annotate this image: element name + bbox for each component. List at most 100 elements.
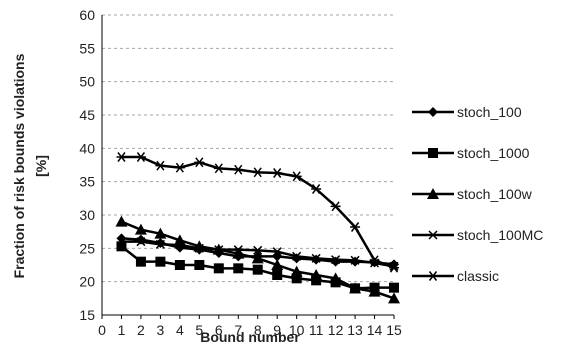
data-point-stoch-100mc-stroke [350,255,360,265]
data-point-classic [155,160,166,171]
y-tick-label: 15 [79,307,95,323]
gridlines [102,14,394,283]
data-point-stoch-100mc-stroke [136,237,146,247]
data-point-classic [369,255,380,266]
data-point-stoch-1000 [291,273,302,284]
data-point-classic-stroke [350,222,360,232]
x-tick-label: 0 [98,322,106,338]
data-point-classic-stroke [117,152,126,162]
legend-marker-stoch-1000 [428,148,438,158]
legend-item-stoch-100: stoch_100 [412,104,522,120]
x-tick-label: 13 [347,322,363,338]
data-point-stoch-1000 [135,256,146,267]
data-point-classic [252,167,263,178]
data-point-stoch-100mc [350,255,360,265]
data-point-stoch-100 [311,254,322,265]
data-point-stoch-100mc [155,239,165,249]
legend-marker-stoch-100w [427,188,439,199]
data-point-stoch-100w [290,265,303,277]
data-point-classic-stroke [331,201,340,212]
data-point-stoch-100 [330,256,341,267]
y-tick-label: 35 [79,174,95,190]
data-point-stoch-100 [272,251,283,262]
x-tick-label: 9 [273,322,281,338]
data-point-stoch-100 [291,253,302,264]
data-point-stoch-100mc [214,245,224,255]
x-tick-label: 5 [195,322,203,338]
data-point-stoch-100mc-stroke [155,239,165,249]
legend-label: stoch_100MC [457,227,543,243]
x-axis-title: Bound number [200,329,300,345]
legend-item-stoch-100mc: stoch_100MC [412,227,543,243]
data-point-stoch-100w [232,247,245,259]
data-point-classic-stroke [195,157,204,168]
data-point-stoch-100mc [136,237,146,247]
y-tick-label: 50 [79,74,95,90]
data-point-stoch-100w [349,282,362,294]
data-point-stoch-1000 [194,260,205,270]
data-point-classic [135,152,146,162]
data-point-stoch-1000 [272,270,283,280]
data-point-stoch-100mc-stroke [116,237,126,247]
data-point-stoch-100mc [175,240,185,250]
legend: stoch_100 stoch_1000 stoch_100w stoch_100MC… [412,104,543,284]
series-classic [116,152,399,273]
y-tick-label: 25 [79,240,95,256]
legend-label: stoch_1000 [457,145,530,161]
data-point-stoch-100w [388,292,400,304]
data-point-stoch-100mc [116,237,126,247]
data-point-stoch-100mc-stroke [233,245,243,255]
data-point-classic-stroke [253,167,262,178]
series-stoch-100w [115,215,400,304]
data-point-stoch-100mc-stroke [253,245,263,255]
x-tick-label: 2 [137,322,145,338]
data-point-classic [311,184,322,194]
data-point-stoch-100mc [292,251,302,261]
x-tick-label: 12 [328,322,344,338]
legend-marker-classic [428,271,438,281]
data-point-stoch-100mc-stroke [292,251,302,261]
y-tick-label: 55 [79,40,95,56]
legend-item-classic: classic [412,268,499,284]
data-point-stoch-100w [251,252,264,264]
data-point-classic [291,171,302,182]
x-tick-label: 15 [386,322,402,338]
x-tick-label: 10 [289,322,305,338]
data-point-stoch-100w [329,272,342,284]
y-tick-label: 60 [79,7,95,23]
data-point-classic [213,163,224,174]
x-tick-label: 8 [254,322,262,338]
legend-label: classic [457,268,499,284]
data-point-stoch-100mc-stroke [311,253,321,263]
legend-marker-stoch-100mc [428,230,438,240]
x-tick-label: 7 [234,322,242,338]
data-point-stoch-1000 [116,241,127,252]
data-point-stoch-100mc-stroke [272,247,282,257]
data-point-classic-stroke [175,162,184,173]
y-axis-title-line-1: Fraction of risk bounds violations [11,53,27,278]
data-point-stoch-100mc [233,245,243,255]
data-point-classic-stroke [292,171,301,182]
data-point-classic [272,168,283,178]
series-stoch-100mc [116,237,399,271]
data-point-stoch-1000 [389,282,399,293]
y-axis-title: Fraction of risk bounds violations [%] [11,53,49,278]
data-point-classic [233,164,244,175]
x-tick-label: 1 [118,322,126,338]
data-point-stoch-100mc-stroke [214,245,224,255]
data-point-stoch-1000 [252,264,263,275]
y-tick-label: 45 [79,107,95,123]
data-point-stoch-100w [115,215,128,227]
data-point-stoch-100w [134,223,147,235]
legend-marker-stoch-100 [428,107,438,117]
data-point-stoch-100mc-stroke [194,243,204,253]
data-point-stoch-100mc [311,253,321,263]
legend-label: stoch_100 [457,104,522,120]
x-tick-label: 3 [157,322,165,338]
data-point-stoch-1000 [213,263,224,274]
data-point-classic [350,222,361,232]
data-point-stoch-100mc-stroke [331,255,341,265]
data-point-classic-stroke [156,160,165,171]
